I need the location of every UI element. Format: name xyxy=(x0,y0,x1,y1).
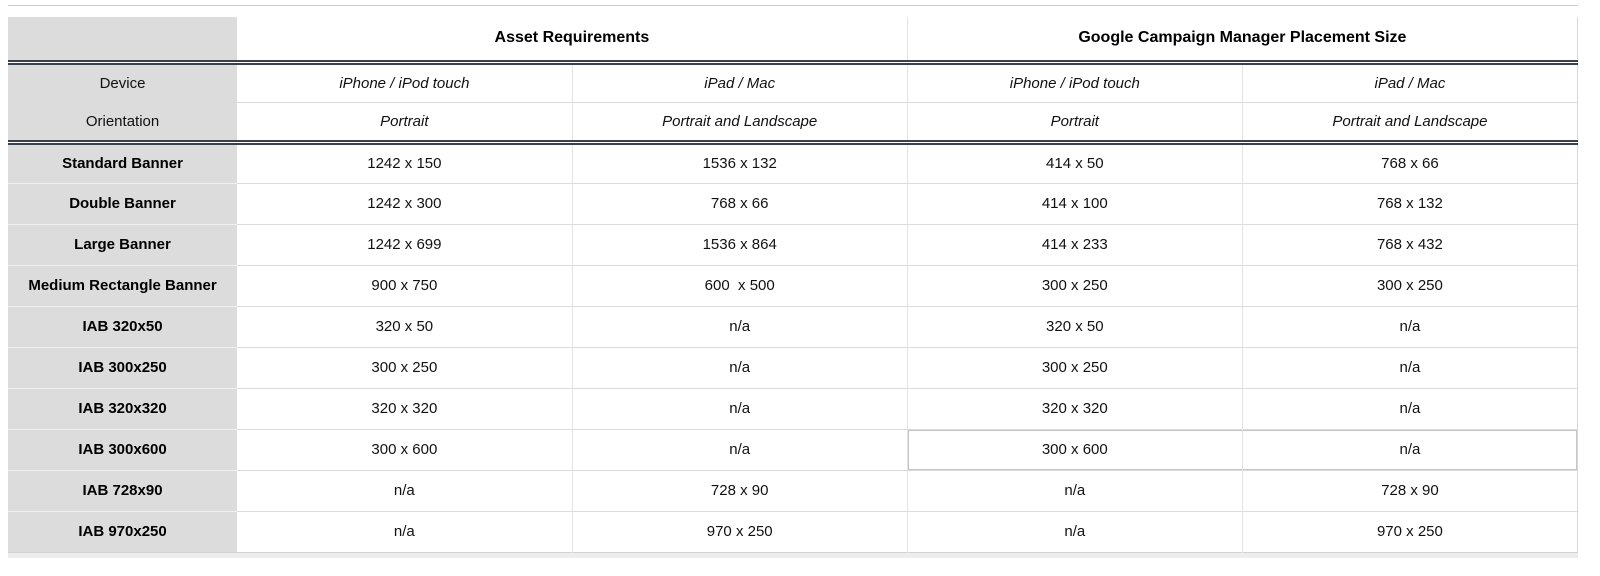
cell: n/a xyxy=(571,429,908,470)
orientation-cell: Portrait and Landscape xyxy=(1241,102,1578,142)
row-label: IAB 320x50 xyxy=(8,305,238,347)
cell: n/a xyxy=(571,388,908,429)
cell: 320 x 50 xyxy=(375,318,434,335)
orientation-cell: Portrait and Landscape xyxy=(571,102,908,142)
cell: 300 x 250 xyxy=(906,347,1243,388)
device-header-row: Device iPhone / iPod touch iPad / Mac iP… xyxy=(8,62,1578,102)
row-label: Large Banner xyxy=(8,223,238,265)
cell: 1242 x 150 xyxy=(367,155,442,172)
device-cell: iPhone / iPod touch xyxy=(339,74,470,92)
cell: 300 x 250 xyxy=(1241,265,1578,306)
table-row-standard-banner: Standard Banner 1242 x 150 1536 x 132 41… xyxy=(8,141,1578,183)
cell: 300 x 250 xyxy=(371,359,438,376)
gcm-placement-size-header: Google Campaign Manager Placement Size xyxy=(906,17,1578,62)
cell-highlighted: 300 x 600 xyxy=(906,429,1243,470)
cell: 300 x 600 xyxy=(371,441,438,458)
table-row-iab-300x250: IAB 300x250 300 x 250 n/a 300 x 250 n/a xyxy=(8,346,1578,388)
cell: 1536 x 132 xyxy=(571,142,908,183)
row-label: Medium Rectangle Banner xyxy=(8,264,238,306)
cell: 414 x 233 xyxy=(906,224,1243,265)
orientation-cell: Portrait xyxy=(380,112,429,130)
table-row-medium-rectangle-banner: Medium Rectangle Banner 900 x 750 600 x … xyxy=(8,264,1578,306)
table-row-iab-300x600: IAB 300x600 300 x 600 n/a 300 x 600 n/a xyxy=(8,428,1578,470)
cell: 728 x 90 xyxy=(571,470,908,511)
cell: n/a xyxy=(1241,388,1578,429)
empty-corner-cell xyxy=(8,17,238,62)
cell: 1242 x 300 xyxy=(367,195,442,212)
document-page: Asset Requirements Google Campaign Manag… xyxy=(8,5,1578,558)
table-row-iab-728x90: IAB 728x90 n/a 728 x 90 n/a 728 x 90 xyxy=(8,469,1578,511)
table-bottom-shadow xyxy=(8,552,1578,558)
device-cell: iPad / Mac xyxy=(1241,62,1578,102)
cell: 320 x 50 xyxy=(906,306,1243,347)
cell: 768 x 66 xyxy=(1241,142,1578,183)
table-row-iab-320x320: IAB 320x320 320 x 320 n/a 320 x 320 n/a xyxy=(8,387,1578,429)
row-label: IAB 320x320 xyxy=(8,387,238,429)
group-header-row: Asset Requirements Google Campaign Manag… xyxy=(8,17,1578,62)
cell: n/a xyxy=(571,306,908,347)
cell: n/a xyxy=(571,347,908,388)
table-row-iab-320x50: IAB 320x50 320 x 50 n/a 320 x 50 n/a xyxy=(8,305,1578,347)
cell: n/a xyxy=(1241,306,1578,347)
row-label: IAB 728x90 xyxy=(8,469,238,511)
table-row-large-banner: Large Banner 1242 x 699 1536 x 864 414 x… xyxy=(8,223,1578,265)
device-cell: iPhone / iPod touch xyxy=(906,62,1243,102)
cell: 900 x 750 xyxy=(371,277,438,294)
row-label: Standard Banner xyxy=(8,141,238,183)
cell: 300 x 250 xyxy=(906,265,1243,306)
banner-placement-size-table: Asset Requirements Google Campaign Manag… xyxy=(8,17,1578,553)
asset-requirements-header: Asset Requirements xyxy=(494,29,650,47)
orientation-header-row: Orientation Portrait Portrait and Landsc… xyxy=(8,102,1578,142)
cell: 768 x 66 xyxy=(571,183,908,224)
cell: 728 x 90 xyxy=(1241,470,1578,511)
cell: 970 x 250 xyxy=(571,511,908,552)
cell: 320 x 320 xyxy=(371,400,438,417)
cell: n/a xyxy=(393,523,415,540)
cell: n/a xyxy=(1241,347,1578,388)
cell: n/a xyxy=(393,482,415,499)
table-row-iab-970x250: IAB 970x250 n/a 970 x 250 n/a 970 x 250 xyxy=(8,510,1578,552)
cell: 414 x 100 xyxy=(906,183,1243,224)
device-row-label: Device xyxy=(8,62,238,102)
cell: n/a xyxy=(906,470,1243,511)
row-label: IAB 300x250 xyxy=(8,346,238,388)
cell: 1536 x 864 xyxy=(571,224,908,265)
row-label: IAB 970x250 xyxy=(8,510,238,552)
cell: 970 x 250 xyxy=(1241,511,1578,552)
device-cell: iPad / Mac xyxy=(571,62,908,102)
cell: 414 x 50 xyxy=(906,142,1243,183)
orientation-row-label: Orientation xyxy=(8,102,238,142)
cell: 768 x 432 xyxy=(1241,224,1578,265)
table-row-double-banner: Double Banner 1242 x 300 768 x 66 414 x … xyxy=(8,182,1578,224)
cell: 320 x 320 xyxy=(906,388,1243,429)
cell: n/a xyxy=(906,511,1243,552)
table-top-border-line xyxy=(8,5,1578,6)
cell-highlighted: n/a xyxy=(1241,429,1578,470)
row-label: IAB 300x600 xyxy=(8,428,238,470)
cell: 1242 x 699 xyxy=(367,236,442,253)
orientation-cell: Portrait xyxy=(906,102,1243,142)
row-label: Double Banner xyxy=(8,182,238,224)
cell: 768 x 132 xyxy=(1241,183,1578,224)
cell: 600 x 500 xyxy=(571,265,908,306)
